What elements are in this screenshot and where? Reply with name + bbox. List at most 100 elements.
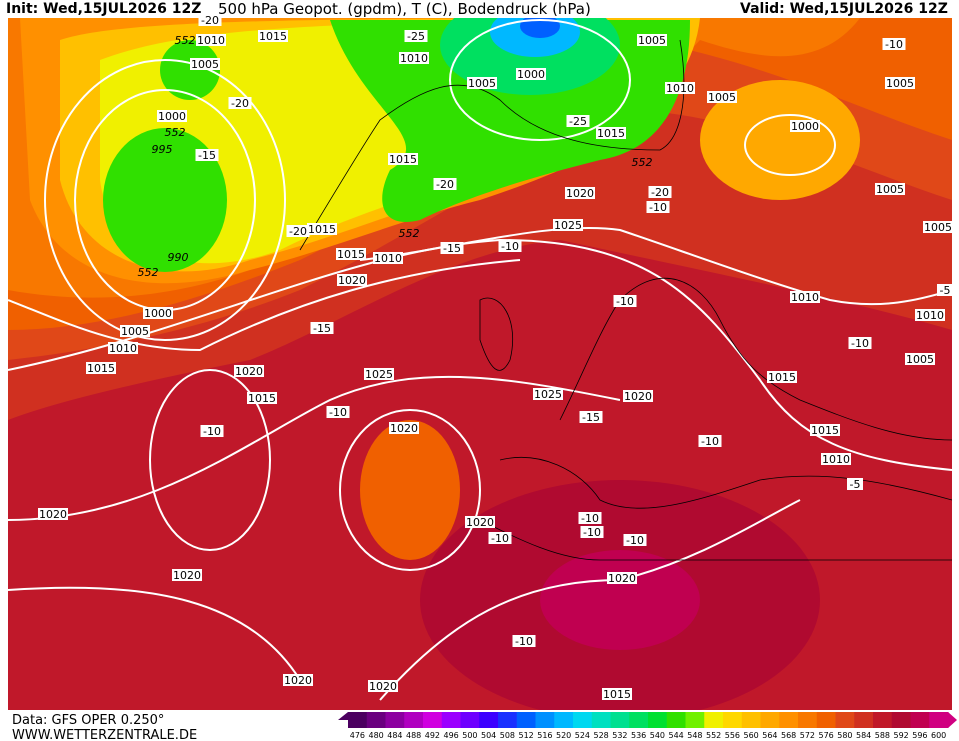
map-label: -15	[313, 322, 331, 335]
map-label: 1015	[87, 362, 115, 375]
colorbar-label: 508	[500, 731, 515, 740]
map-label: 1015	[811, 424, 839, 437]
map-label: -10	[329, 406, 347, 419]
map-label: -10	[515, 635, 533, 648]
label-box	[465, 516, 495, 528]
colorbar-swatch	[535, 712, 555, 728]
map-label: 1005	[121, 325, 149, 338]
colorbar-label: 596	[912, 731, 927, 740]
colorbar-label: 564	[762, 731, 777, 740]
colorbar-swatch	[573, 712, 593, 728]
label-box	[533, 388, 563, 400]
colorbar-label: 580	[837, 731, 852, 740]
label-box	[283, 674, 313, 686]
map-label: 1005	[708, 91, 736, 104]
label-box	[337, 274, 367, 286]
map-label: 1010	[109, 342, 137, 355]
colorbar-label: 544	[668, 731, 683, 740]
colorbar: 476 480 484 488 492 496 500 504 508 512 516 520 524 5…	[338, 712, 957, 740]
label-box	[336, 248, 366, 260]
map-label: -15	[198, 149, 216, 162]
map-label: 1005	[924, 221, 952, 234]
label-box	[623, 534, 647, 546]
label-box	[553, 219, 583, 231]
colorbar-label: 484	[387, 731, 402, 740]
map-label: -15	[443, 242, 461, 255]
map-label: -20	[231, 97, 249, 110]
label-box	[172, 569, 202, 581]
label-box	[388, 153, 418, 165]
colorbar-swatch	[498, 712, 518, 728]
map-label: 1005	[906, 353, 934, 366]
map-label: 1020	[173, 569, 201, 582]
colorbar-label: 592	[893, 731, 908, 740]
map-label: 1010	[791, 291, 819, 304]
colorbar-label: 520	[556, 731, 571, 740]
label-box	[286, 225, 310, 237]
init-time: Init: Wed,15JUL2026 12Z	[6, 1, 201, 17]
header-bar	[0, 0, 959, 18]
colorbar-label: 532	[612, 731, 627, 740]
label-box	[875, 183, 905, 195]
label-box	[198, 14, 222, 26]
colorbar-swatch	[741, 712, 761, 728]
colorbar-arrow	[948, 712, 957, 728]
map-label: 1020	[608, 572, 636, 585]
map-label: 1010	[666, 82, 694, 95]
label-box	[602, 688, 632, 700]
label-box	[108, 342, 138, 354]
map-label: -20	[436, 178, 454, 191]
map-label: 1010	[197, 34, 225, 47]
label-box	[646, 201, 670, 213]
colorbar-swatch	[723, 712, 743, 728]
coastlines	[299, 39, 952, 561]
map-label: -5	[940, 284, 951, 297]
geopotential-label: 552	[399, 227, 420, 240]
map-label: -10	[491, 532, 509, 545]
label-box	[613, 295, 637, 307]
map-label: -10	[616, 295, 634, 308]
label-box	[516, 68, 546, 80]
label-box	[596, 127, 626, 139]
label-box	[566, 115, 590, 127]
label-box	[498, 240, 522, 252]
colorbar-swatch	[891, 712, 911, 728]
colorbar-label: 500	[462, 731, 477, 740]
map-label: 1000	[517, 68, 545, 81]
colorbar-label: 536	[631, 731, 646, 740]
data-source: Data: GFS OPER 0.250°	[12, 713, 164, 728]
colorbar-label: 552	[706, 731, 721, 740]
map-label: 1020	[624, 390, 652, 403]
map-label: -5	[850, 478, 861, 491]
colorbar-label: 496	[443, 731, 458, 740]
colorbar-label: 516	[537, 731, 552, 740]
label-box	[512, 635, 536, 647]
map-label: 1015	[768, 371, 796, 384]
map-label: -25	[407, 30, 425, 43]
colorbar-swatch	[554, 712, 574, 728]
map-label: 1015	[389, 153, 417, 166]
label-box	[196, 34, 226, 46]
map-label: -20	[289, 225, 307, 238]
label-box	[247, 392, 277, 404]
field	[520, 18, 560, 38]
label-box	[307, 223, 337, 235]
colorbar-swatch	[366, 712, 386, 728]
label-box	[915, 309, 945, 321]
map-label: 1010	[374, 252, 402, 265]
label-box	[86, 362, 116, 374]
label-box	[790, 120, 820, 132]
colorbar-swatch	[610, 712, 630, 728]
map-label: 1005	[638, 34, 666, 47]
label-box	[258, 30, 288, 42]
colorbar-label: 568	[781, 731, 796, 740]
colorbar-swatch	[385, 712, 405, 728]
label-box	[228, 97, 252, 109]
label-box	[234, 365, 264, 377]
map-title: 500 hPa Geopot. (gpdm), T (C), Bodendruc…	[218, 0, 591, 18]
map-label: 1015	[597, 127, 625, 140]
colorbar-label: 600	[931, 731, 946, 740]
label-box	[790, 291, 820, 303]
label-box	[157, 110, 187, 122]
colorbar-swatch	[929, 712, 949, 728]
